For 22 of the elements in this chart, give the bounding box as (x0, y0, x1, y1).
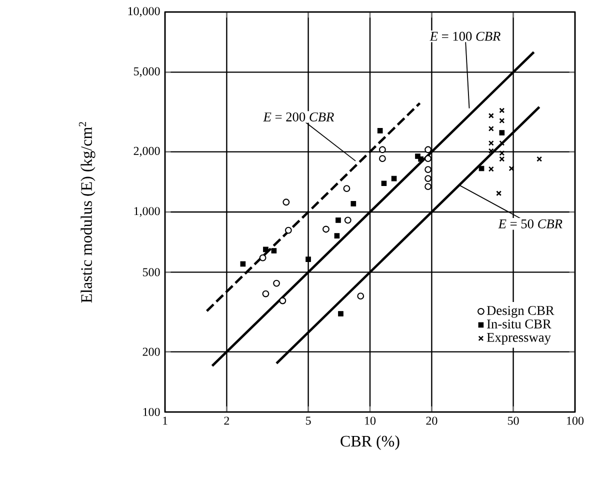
legend-label: In-situ CBR (487, 320, 552, 328)
x-tick-label: 20 (426, 416, 438, 425)
x-tick-label: 5 (306, 416, 311, 425)
y-tick-label: 200 (142, 348, 160, 356)
y-tick-label: 10,000 (128, 7, 160, 17)
y-tick-label: 2,000 (134, 146, 160, 157)
legend-label: Design CBR (486, 306, 554, 318)
x-tick-label: 100 (567, 416, 584, 425)
x-axis-title: CBR (%) (340, 435, 400, 450)
x-tick-label: 10 (365, 416, 376, 425)
y-tick-label: 500 (142, 268, 160, 276)
annotation: E = 200 CBR (263, 112, 334, 122)
y-tick-label: 1,000 (134, 207, 160, 217)
y-tick-label: 5,000 (134, 67, 160, 78)
x-tick-label: 50 (508, 416, 519, 425)
y-axis-title: Elastic modulus (E) (kg/cm$^{2}$ (78, 122, 96, 303)
y-tick-label: 100 (143, 408, 160, 416)
x-tick-label: 1 (163, 416, 168, 425)
annotation: E = 100 CBR (430, 32, 500, 41)
legend-label: Expressway (486, 332, 551, 345)
x-tick-label: 2 (224, 416, 230, 425)
annotation: E = 50 CBR (498, 219, 562, 228)
